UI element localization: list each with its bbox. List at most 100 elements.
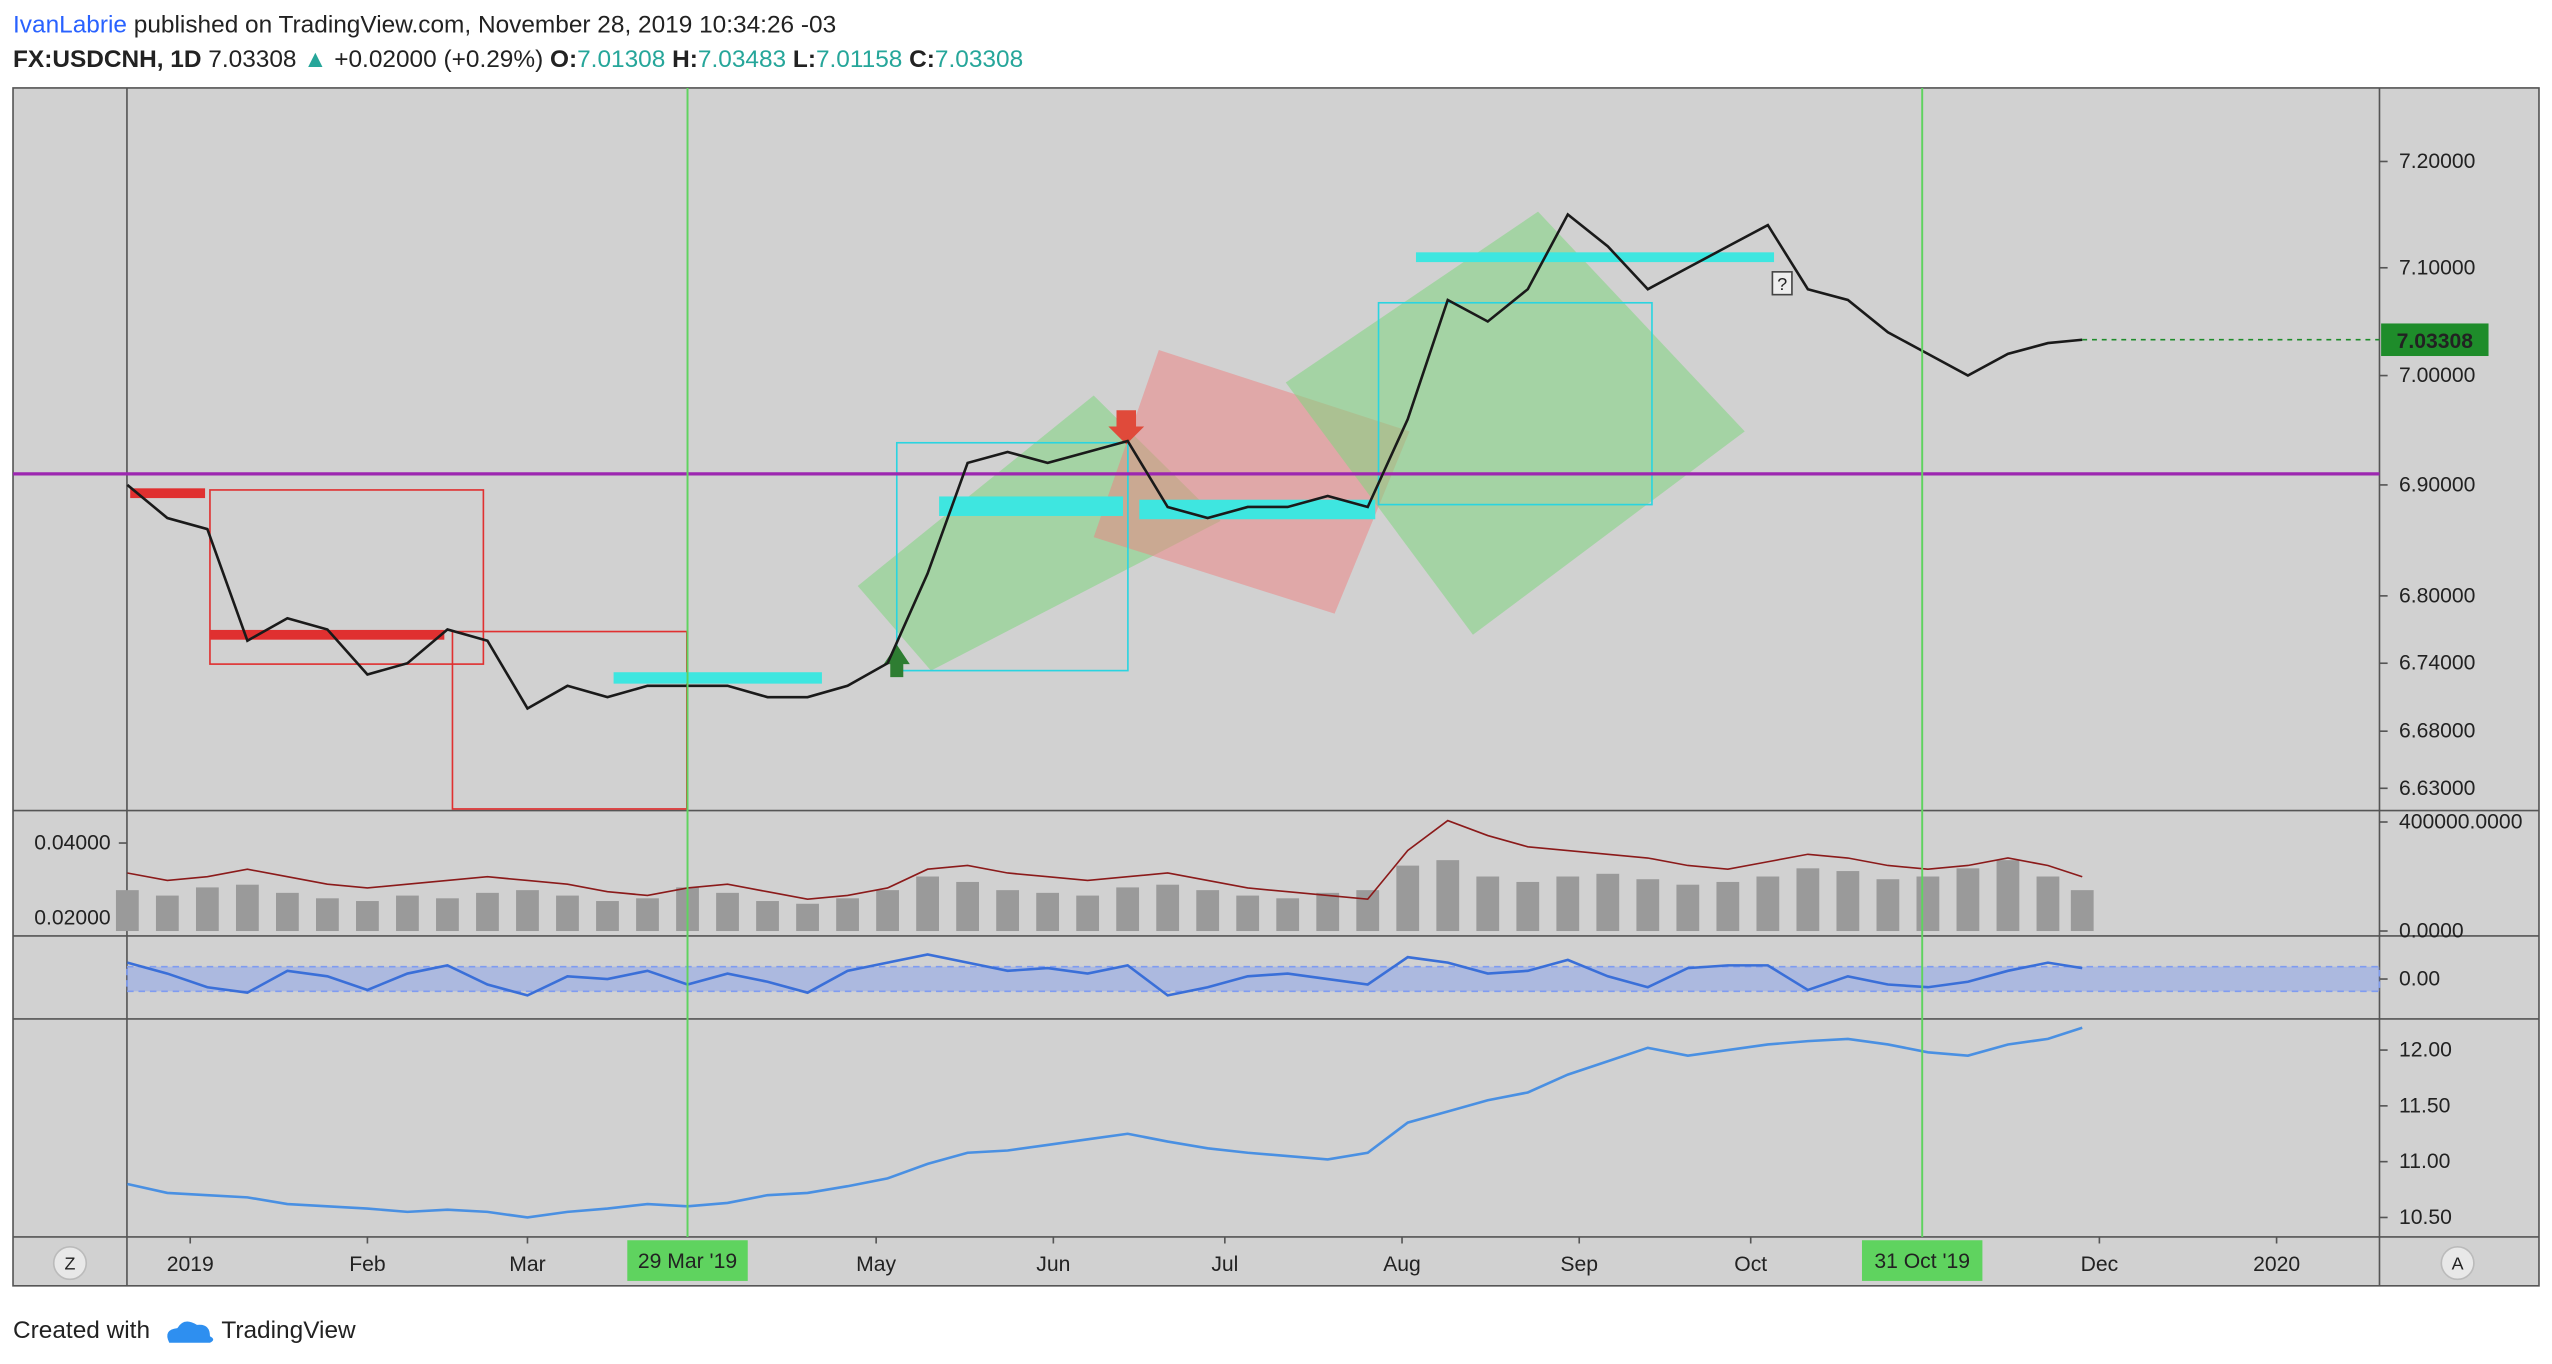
author[interactable]: IvanLabrie: [13, 12, 127, 39]
header-line: FX:USDCNH, 1D 7.03308 ▲ +0.02000 (+0.29%…: [13, 46, 1023, 73]
drawing-bar: [1415, 252, 1775, 263]
volume-bar: [1436, 860, 1460, 932]
logo: [167, 1321, 214, 1343]
volume-bar: [516, 890, 539, 932]
y-tick-label: 400000.0000: [2399, 811, 2522, 834]
volume-bar: [316, 898, 339, 932]
drawing-box: [895, 441, 1129, 672]
volume-bar: [275, 892, 299, 932]
note-box: [1771, 271, 1793, 296]
drawing-box: [1377, 301, 1653, 506]
volume-bar: [1676, 884, 1700, 932]
price: 7.03308: [208, 46, 296, 73]
marker-label: 29 Mar '19: [638, 1250, 737, 1273]
ohlc-value: 7.01158: [816, 46, 902, 73]
x-tick-label: Sep: [1560, 1253, 1598, 1276]
volume-bar: [1476, 876, 1500, 932]
volume-bar: [1396, 865, 1420, 932]
volume-bar: [1316, 892, 1340, 932]
y-tick-label: 0.0000: [2399, 920, 2464, 943]
volume-bar: [1796, 868, 1820, 932]
volume-bar: [1516, 881, 1540, 932]
ohlc-label: O:: [550, 46, 577, 73]
y-tick-label: 7.10000: [2399, 256, 2475, 279]
band: [126, 965, 2381, 993]
volume-bar: [636, 898, 659, 932]
x-tick-label: Oct: [1734, 1253, 1767, 1276]
volume-bar: [1036, 892, 1060, 932]
last-price-box: [2381, 323, 2489, 357]
volume-bar: [1996, 860, 2020, 932]
x-tick-label: Feb: [349, 1253, 385, 1276]
y2-tick-label: 0.04000: [34, 832, 110, 855]
corner-button[interactable]: [52, 1245, 88, 1281]
y-tick-label: 6.68000: [2399, 720, 2475, 743]
arrow-down: [1108, 410, 1145, 445]
y-tick-label: 11.50: [2399, 1094, 2450, 1117]
ohlc-label: C:: [909, 46, 935, 73]
drawing-bar: [130, 488, 206, 499]
volume-bar: [1236, 895, 1260, 932]
marker-label: 31 Oct '19: [1874, 1250, 1970, 1273]
y-tick-label: 7.20000: [2399, 150, 2475, 173]
drawing-bar: [939, 496, 1124, 516]
y-tick-label: 11.00: [2399, 1150, 2450, 1173]
footer-brand[interactable]: TradingView: [221, 1317, 356, 1344]
ohlc-label: H:: [672, 46, 698, 73]
time-axis-background: [13, 1236, 2539, 1286]
y-tick-label: 10.50: [2399, 1206, 2452, 1229]
x-tick-label: 2019: [167, 1253, 214, 1276]
drawing-box: [209, 489, 485, 665]
symbol: FX:USDCNH, 1D: [13, 46, 201, 73]
volume-bar: [1556, 876, 1580, 932]
volume-bar: [1116, 887, 1140, 932]
volume-bar: [235, 884, 259, 932]
y-tick-label: 12.00: [2399, 1039, 2452, 1062]
volume-bar: [155, 895, 179, 932]
volume-bar: [596, 901, 619, 932]
ohlc-label: L:: [793, 46, 816, 73]
drawing-zone: [1285, 211, 1745, 635]
price-line: [127, 1026, 2083, 1219]
volume-bar: [756, 901, 779, 932]
marker-box: [627, 1240, 748, 1281]
x-tick-label: Aug: [1383, 1253, 1421, 1276]
published: published on TradingView.com, November 2…: [134, 12, 836, 39]
corner-label[interactable]: Z: [65, 1254, 76, 1274]
volume-bar: [1276, 898, 1300, 932]
volume-bar: [396, 895, 419, 932]
drawing-bar: [209, 629, 445, 640]
arrow: ▲: [303, 46, 327, 73]
corner-button[interactable]: [2440, 1245, 2475, 1281]
volume-bar: [916, 876, 939, 932]
volume-bar: [2036, 876, 2060, 932]
volume-bar: [1196, 890, 1220, 932]
ohlc-value: 7.03483: [698, 46, 786, 73]
note: ?: [1777, 274, 1787, 294]
y-tick-label: 6.90000: [2399, 473, 2475, 496]
arrow-up: [883, 644, 910, 678]
axis-background: [2379, 87, 2539, 1237]
volume-bar: [556, 895, 579, 932]
volume-bar: [1716, 881, 1740, 932]
corner-label[interactable]: A: [2452, 1254, 2464, 1274]
x-tick-label: Jun: [1036, 1253, 1070, 1276]
x-tick-label: 2020: [2253, 1253, 2300, 1276]
x-tick-label: Mar: [509, 1253, 545, 1276]
price-line: [126, 212, 2083, 711]
x-tick-label: Jul: [1211, 1253, 1238, 1276]
y-tick-label: 6.74000: [2399, 652, 2475, 675]
indicator-line: [127, 819, 2083, 901]
header-line: IvanLabrie published on TradingView.com,…: [13, 12, 836, 39]
volume-bar: [1596, 873, 1620, 932]
volume-bar: [836, 898, 859, 932]
volume-bar: [195, 887, 219, 932]
change: +0.02000 (+0.29%): [334, 46, 543, 73]
volume-bar: [716, 892, 739, 932]
price-line: [126, 953, 2083, 997]
y-tick-label: 0.00: [2399, 968, 2440, 991]
volume-bar: [956, 881, 979, 932]
y2-tick-label: 0.02000: [34, 906, 110, 929]
marker-box: [1861, 1240, 1983, 1281]
ohlc-value: 7.03308: [935, 46, 1023, 73]
